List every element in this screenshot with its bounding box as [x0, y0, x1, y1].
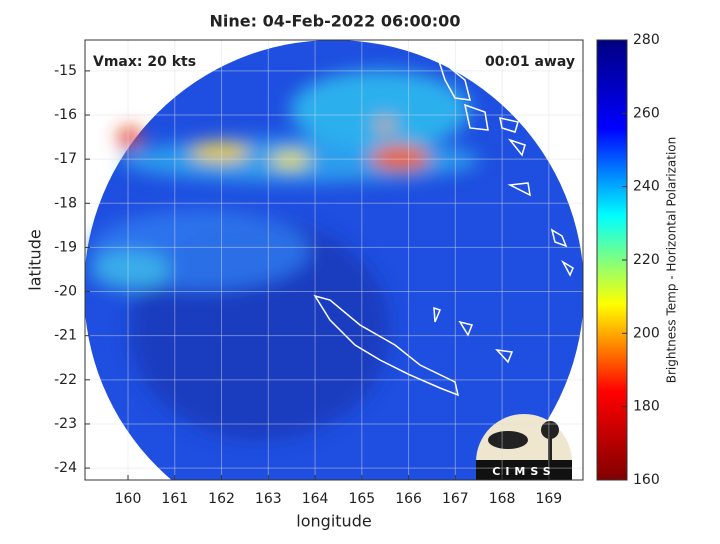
colorbar-tick-label: 160	[633, 472, 660, 488]
x-tick-label: 160	[115, 491, 142, 507]
x-tick-label: 163	[255, 491, 282, 507]
x-tick-label: 164	[302, 491, 329, 507]
y-tick-label: -20	[54, 284, 77, 300]
coastline	[495, 348, 514, 364]
warm-region	[290, 70, 470, 150]
plot-frame	[84, 39, 584, 481]
logo-text: CIMSS	[492, 465, 555, 478]
x-tick-label: 169	[535, 491, 562, 507]
logo-dish	[488, 431, 528, 449]
satellite-image	[85, 40, 583, 480]
coastline	[436, 54, 471, 101]
y-tick-label: -24	[54, 460, 77, 476]
y-tick-label: -22	[54, 372, 77, 388]
coastline	[499, 117, 519, 133]
x-tick-label: 168	[489, 491, 516, 507]
colorbar-label: Brightness Temp - Horizontal Polarizatio…	[665, 137, 679, 384]
hot-spot	[190, 142, 250, 162]
coastline	[433, 306, 442, 323]
y-axis-label: latitude	[26, 229, 45, 290]
y-tick-label: -19	[54, 239, 77, 255]
colorbar-tick-label: 240	[633, 179, 660, 195]
coastline	[550, 228, 568, 248]
x-tick-label: 166	[395, 491, 422, 507]
x-tick-label: 161	[161, 491, 188, 507]
y-tick-label: -17	[54, 151, 77, 167]
hot-spot	[270, 151, 310, 169]
hot-spot	[375, 119, 395, 131]
x-tick-label: 167	[442, 491, 469, 507]
logo-band	[476, 460, 572, 480]
coastline	[463, 103, 489, 131]
colorbar-tick-label: 200	[633, 325, 660, 341]
hot-spot	[370, 145, 430, 171]
x-axis-label: longitude	[296, 512, 371, 531]
coastline	[458, 320, 474, 337]
colorbar-tick-label: 220	[633, 252, 660, 268]
hot-spot	[118, 128, 142, 148]
colorbar-tick-label: 280	[633, 32, 660, 48]
chart-title: Nine: 04-Feb-2022 06:00:00	[210, 12, 461, 31]
x-tick-label: 165	[348, 491, 375, 507]
grid	[85, 40, 583, 480]
coastline	[561, 259, 574, 277]
y-tick-label: -15	[54, 63, 77, 79]
temperature-field	[90, 70, 480, 440]
logo-tower	[541, 421, 559, 439]
coastline	[507, 182, 531, 197]
logo-tower	[548, 438, 552, 460]
y-tick-label: -23	[54, 416, 77, 432]
warm-region	[90, 250, 170, 290]
coastline	[313, 294, 460, 397]
y-tick-label: -16	[54, 107, 77, 123]
annotation: 00:01 away	[485, 54, 575, 70]
coastline	[507, 138, 526, 157]
logo	[476, 414, 572, 480]
coastlines	[313, 54, 574, 397]
colorbar-tick-label: 180	[633, 399, 660, 415]
y-tick-label: -21	[54, 328, 77, 344]
annotation: Vmax: 20 kts	[93, 54, 196, 70]
y-tick-label: -18	[54, 195, 77, 211]
colorbar-tick-label: 260	[633, 105, 660, 121]
x-tick-label: 162	[208, 491, 235, 507]
